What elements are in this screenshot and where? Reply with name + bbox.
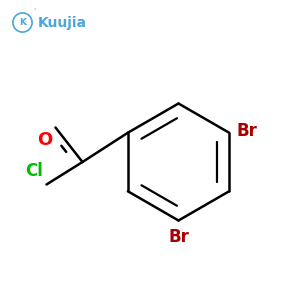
Text: Kuujia: Kuujia xyxy=(38,16,86,29)
Text: Br: Br xyxy=(168,228,189,246)
Text: K: K xyxy=(19,18,26,27)
Text: O: O xyxy=(37,130,52,148)
Text: °: ° xyxy=(34,9,36,14)
Text: Br: Br xyxy=(237,122,257,140)
Text: Cl: Cl xyxy=(26,162,44,180)
